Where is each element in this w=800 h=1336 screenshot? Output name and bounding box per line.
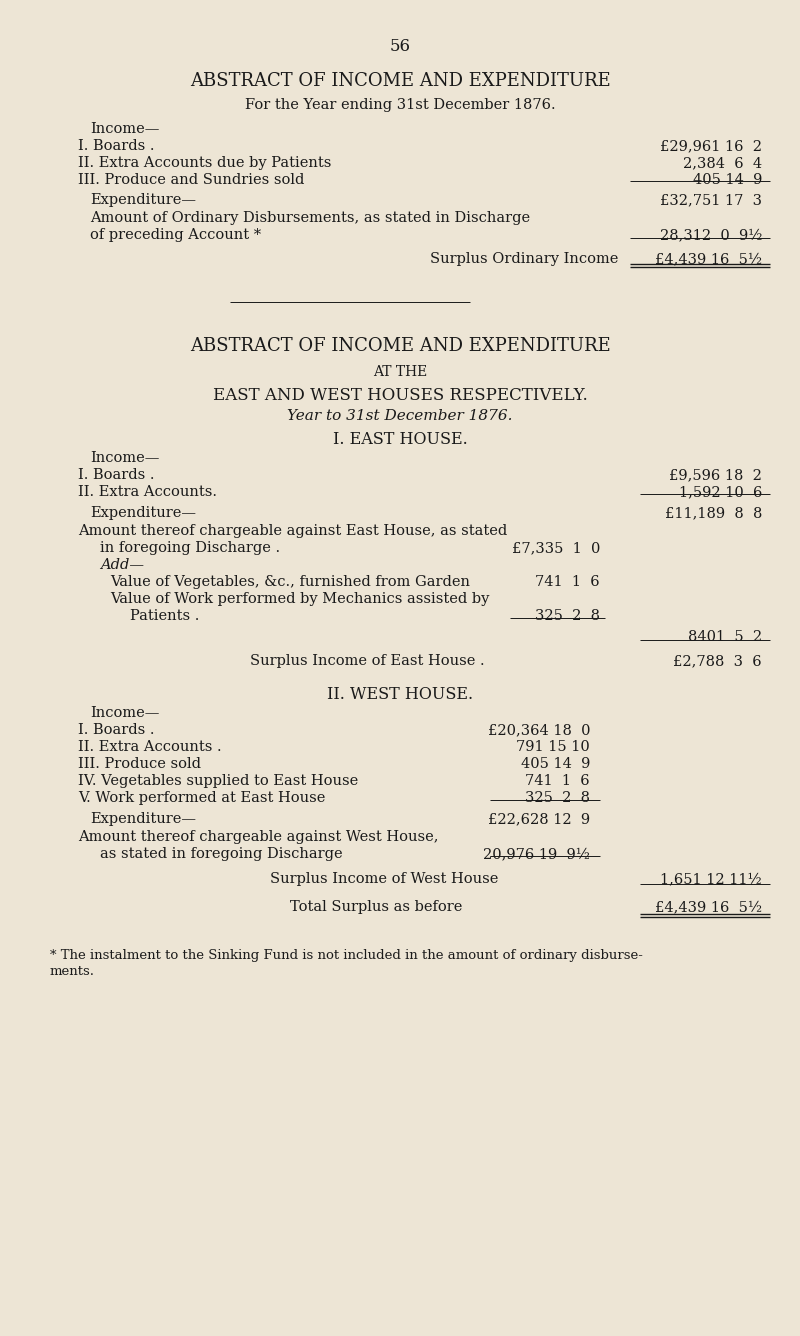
Text: Surplus Ordinary Income: Surplus Ordinary Income [430,253,618,266]
Text: V. Work performed at East House: V. Work performed at East House [78,791,326,806]
Text: I. EAST HOUSE.: I. EAST HOUSE. [333,432,467,448]
Text: Income—: Income— [90,705,159,720]
Text: 741  1  6: 741 1 6 [535,574,600,589]
Text: Value of Vegetables, &c., furnished from Garden: Value of Vegetables, &c., furnished from… [110,574,470,589]
Text: EAST AND WEST HOUSES RESPECTIVELY.: EAST AND WEST HOUSES RESPECTIVELY. [213,387,587,403]
Text: 791 15 10: 791 15 10 [516,740,590,754]
Text: II. Extra Accounts due by Patients: II. Extra Accounts due by Patients [78,156,331,170]
Text: in foregoing Discharge .: in foregoing Discharge . [100,541,280,554]
Text: 1,651 12 11½: 1,651 12 11½ [660,872,762,886]
Text: £32,751 17  3: £32,751 17 3 [660,192,762,207]
Text: 405 14  9: 405 14 9 [693,172,762,187]
Text: Income—: Income— [90,452,159,465]
Text: AT THE: AT THE [373,365,427,379]
Text: Amount thereof chargeable against West House,: Amount thereof chargeable against West H… [78,830,438,844]
Text: 2,384  6  4: 2,384 6 4 [683,156,762,170]
Text: ABSTRACT OF INCOME AND EXPENDITURE: ABSTRACT OF INCOME AND EXPENDITURE [190,72,610,90]
Text: 8401  5  2: 8401 5 2 [688,631,762,644]
Text: ABSTRACT OF INCOME AND EXPENDITURE: ABSTRACT OF INCOME AND EXPENDITURE [190,337,610,355]
Text: Amount of Ordinary Disbursements, as stated in Discharge: Amount of Ordinary Disbursements, as sta… [90,211,530,224]
Text: as stated in foregoing Discharge: as stated in foregoing Discharge [100,847,342,860]
Text: 325  2  8: 325 2 8 [535,609,600,623]
Text: £7,335  1  0: £7,335 1 0 [512,541,600,554]
Text: Amount thereof chargeable against East House, as stated: Amount thereof chargeable against East H… [78,524,507,538]
Text: Total Surplus as before: Total Surplus as before [290,900,462,914]
Text: III. Produce sold: III. Produce sold [78,758,201,771]
Text: * The instalment to the Sinking Fund is not included in the amount of ordinary d: * The instalment to the Sinking Fund is … [50,949,643,962]
Text: £2,788  3  6: £2,788 3 6 [674,655,762,668]
Text: For the Year ending 31st December 1876.: For the Year ending 31st December 1876. [245,98,555,112]
Text: Expenditure—: Expenditure— [90,192,196,207]
Text: Expenditure—: Expenditure— [90,812,196,826]
Text: Income—: Income— [90,122,159,136]
Text: 28,312  0  9½: 28,312 0 9½ [660,228,762,242]
Text: II. Extra Accounts.: II. Extra Accounts. [78,485,217,500]
Text: Patients .: Patients . [130,609,199,623]
Text: I. Boards .: I. Boards . [78,139,154,154]
Text: III. Produce and Sundries sold: III. Produce and Sundries sold [78,172,304,187]
Text: 741  1  6: 741 1 6 [526,774,590,788]
Text: Surplus Income of West House: Surplus Income of West House [270,872,498,886]
Text: Year to 31st December 1876.: Year to 31st December 1876. [287,409,513,424]
Text: 20,976 19  9½: 20,976 19 9½ [483,847,590,860]
Text: 1,592 10  6: 1,592 10 6 [678,485,762,500]
Text: Expenditure—: Expenditure— [90,506,196,520]
Text: £29,961 16  2: £29,961 16 2 [660,139,762,154]
Text: £11,189  8  8: £11,189 8 8 [665,506,762,520]
Text: Add—: Add— [100,558,144,572]
Text: 56: 56 [390,37,410,55]
Text: I. Boards .: I. Boards . [78,468,154,482]
Text: II. Extra Accounts .: II. Extra Accounts . [78,740,222,754]
Text: Surplus Income of East House .: Surplus Income of East House . [250,655,485,668]
Text: ments.: ments. [50,965,95,978]
Text: £22,628 12  9: £22,628 12 9 [488,812,590,826]
Text: £4,439 16  5½: £4,439 16 5½ [655,900,762,914]
Text: £4,439 16  5½: £4,439 16 5½ [655,253,762,266]
Text: I. Boards .: I. Boards . [78,723,154,737]
Text: of preceding Account *: of preceding Account * [90,228,261,242]
Text: £20,364 18  0: £20,364 18 0 [487,723,590,737]
Text: 325  2  8: 325 2 8 [525,791,590,806]
Text: Value of Work performed by Mechanics assisted by: Value of Work performed by Mechanics ass… [110,592,490,607]
Text: 405 14  9: 405 14 9 [521,758,590,771]
Text: IV. Vegetables supplied to East House: IV. Vegetables supplied to East House [78,774,358,788]
Text: £9,596 18  2: £9,596 18 2 [669,468,762,482]
Text: II. WEST HOUSE.: II. WEST HOUSE. [327,685,473,703]
